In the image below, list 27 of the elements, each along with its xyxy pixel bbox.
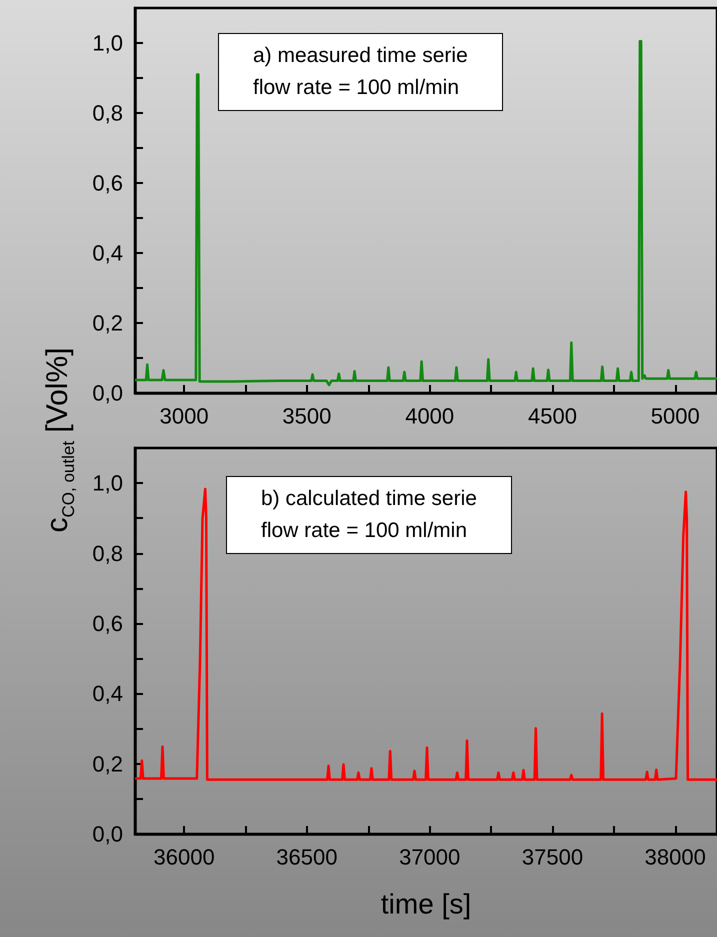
y-tick-label: 0,8 bbox=[92, 100, 123, 126]
text-box: a) measured time serie flow rate = 100 ml/min bbox=[218, 33, 503, 111]
y-tick-label: 1,0 bbox=[92, 30, 123, 56]
y-tick-label: 0,4 bbox=[92, 681, 123, 706]
y-tick-label: 0,0 bbox=[92, 822, 123, 846]
x-tick-label: 38000 bbox=[644, 844, 706, 870]
y-tick-label: 0,6 bbox=[92, 170, 123, 196]
y-tick-label: 0,2 bbox=[92, 751, 123, 776]
y-tick-label: 0,0 bbox=[92, 380, 123, 406]
line-series bbox=[134, 40, 717, 386]
x-axis-title: time [s] bbox=[380, 888, 472, 920]
y-tick-label: 0,2 bbox=[92, 310, 123, 336]
y-tick-label: 0,4 bbox=[92, 240, 123, 266]
x-tick-label: 4000 bbox=[405, 404, 454, 428]
y-tick-label: 0,8 bbox=[92, 540, 123, 566]
text-box: b) calculated time serie flow rate = 100 ml/min bbox=[226, 476, 512, 554]
x-tick-label: 37000 bbox=[399, 844, 460, 870]
y-tick-label: 1,0 bbox=[92, 470, 123, 496]
x-tick-label: 5000 bbox=[650, 404, 700, 428]
x-tick-label: 3500 bbox=[282, 404, 332, 428]
y-tick-label: 0,6 bbox=[92, 610, 123, 636]
x-tick-label: 36000 bbox=[154, 844, 215, 870]
x-tick-label: 3000 bbox=[160, 404, 209, 428]
line-series bbox=[134, 488, 717, 781]
x-tick-label: 4500 bbox=[528, 404, 577, 428]
x-tick-label: 36500 bbox=[276, 844, 338, 870]
x-tick-label: 37500 bbox=[522, 844, 584, 870]
